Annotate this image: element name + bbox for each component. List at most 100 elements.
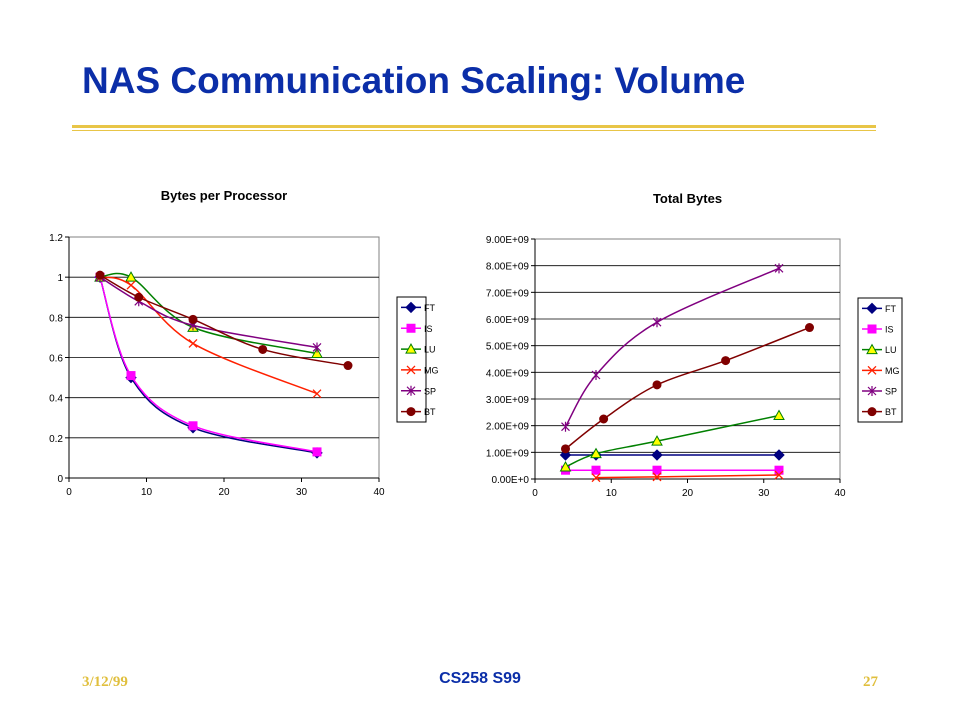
data-point-bt — [652, 380, 662, 390]
data-point-bt — [343, 361, 353, 371]
legend-label: MG — [424, 365, 439, 375]
data-point-mg — [126, 280, 136, 290]
y-tick-label: 1.00E+09 — [486, 448, 530, 459]
chart-bytes-per-processor: Bytes per Processor 0 0.2 0.4 0.6 0.8 1 1.2 0 10 2… — [30, 170, 439, 500]
data-point-lu — [651, 435, 663, 446]
legend-label: LU — [424, 345, 436, 355]
data-point-mg — [591, 473, 601, 483]
x-tick-label: 0 — [66, 487, 72, 498]
legend: FT IS LU MG SP BT — [857, 297, 903, 423]
series-bt — [561, 323, 814, 454]
y-tick-label: 1 — [57, 273, 63, 284]
data-point-lu — [773, 409, 785, 421]
legend-label: SP — [424, 386, 436, 396]
data-point-mg — [774, 470, 784, 480]
data-point-bt — [561, 444, 570, 454]
legend-marker-ft — [866, 302, 878, 315]
data-point-is — [591, 465, 601, 475]
chart-title: Bytes per Processor — [161, 188, 287, 203]
x-tick-label: 20 — [682, 488, 694, 499]
y-tick-label: 0.8 — [49, 313, 63, 324]
y-tick-label: 5.00E+09 — [486, 342, 530, 353]
data-point-bt — [134, 292, 144, 302]
series-sp — [561, 263, 784, 432]
series-line-sp — [564, 267, 780, 428]
data-point-sp — [774, 263, 784, 274]
legend-marker-lu — [866, 343, 878, 355]
legend-marker-sp — [867, 386, 877, 396]
y-tick-label: 9.00E+09 — [486, 235, 530, 246]
footer-course: CS258 S99 — [439, 670, 521, 687]
legend-label: SP — [885, 387, 897, 397]
data-point-ft — [651, 449, 663, 461]
series-line-lu — [99, 272, 318, 355]
y-tick-label: 0.00E+0 — [491, 475, 529, 486]
y-tick-label: 4.00E+09 — [486, 368, 530, 379]
data-point-lu — [311, 347, 323, 358]
data-point-sp — [561, 421, 570, 432]
x-tick-label: 20 — [218, 487, 230, 498]
data-point-is — [126, 371, 136, 381]
legend-marker-ft — [405, 301, 417, 314]
y-tick-label: 2.00E+09 — [486, 422, 530, 433]
plot-area — [534, 238, 841, 480]
data-point-sp — [652, 317, 662, 328]
series-ft — [559, 449, 785, 461]
legend-label: MG — [885, 366, 900, 376]
data-point-sp — [312, 342, 322, 353]
legend-box — [396, 296, 427, 423]
y-tick-label: 0.4 — [49, 394, 63, 405]
chart-title: Total Bytes — [653, 191, 722, 206]
footer-page-number: 27 — [863, 674, 878, 690]
footer-date: 3/12/99 — [82, 674, 128, 690]
y-tick-label: 8.00E+09 — [486, 262, 530, 273]
x-tick-label: 30 — [758, 488, 770, 499]
data-point-bt — [599, 414, 609, 424]
legend-marker-mg — [406, 365, 416, 375]
y-tick-label: 3.00E+09 — [486, 395, 530, 406]
y-tick-label: 1.2 — [49, 233, 63, 244]
data-point-mg — [652, 472, 662, 482]
data-point-is — [188, 421, 198, 431]
legend-marker-bt — [406, 407, 416, 417]
legend-label: BT — [885, 407, 897, 417]
data-point-lu — [125, 271, 137, 282]
legend-label: FT — [885, 304, 896, 314]
legend-marker-is — [867, 324, 877, 334]
legend: FT IS LU MG SP BT — [396, 296, 439, 423]
legend-marker-mg — [867, 365, 877, 375]
data-point-bt — [188, 314, 198, 324]
legend-label: BT — [424, 407, 436, 417]
legend-marker-bt — [867, 407, 877, 417]
data-point-sp — [591, 370, 601, 380]
legend-marker-sp — [406, 385, 416, 396]
y-tick-label: 6.00E+09 — [486, 315, 530, 326]
x-tick-label: 30 — [296, 487, 308, 498]
series-line-is — [99, 276, 318, 453]
x-tick-label: 40 — [834, 488, 846, 499]
data-point-ft — [773, 449, 785, 461]
series-mg — [591, 470, 784, 483]
chart-total-bytes: Total Bytes 0.00E+0 1.00E+09 2.00E+09 3.00E+… — [454, 170, 904, 500]
data-point-lu — [590, 447, 602, 459]
data-point-bt — [258, 344, 268, 354]
y-tick-label: 0.2 — [49, 434, 63, 445]
legend-label: LU — [885, 345, 897, 355]
data-point-is — [652, 465, 662, 475]
series-line-sp — [99, 276, 318, 349]
y-tick-label: 0 — [57, 474, 63, 485]
y-tick-label: 7.00E+09 — [486, 288, 530, 299]
data-point-lu — [559, 460, 572, 472]
x-tick-label: 10 — [606, 488, 618, 499]
series-line-mg — [595, 474, 780, 479]
series-line-lu — [565, 414, 780, 468]
title-rule — [72, 125, 876, 128]
legend-label: IS — [885, 325, 894, 335]
x-tick-label: 40 — [373, 487, 385, 498]
data-point-bt — [805, 323, 814, 333]
data-point-mg — [312, 389, 322, 399]
series-bt — [95, 270, 353, 371]
series-lu — [559, 409, 785, 472]
legend-marker-lu — [405, 343, 417, 354]
